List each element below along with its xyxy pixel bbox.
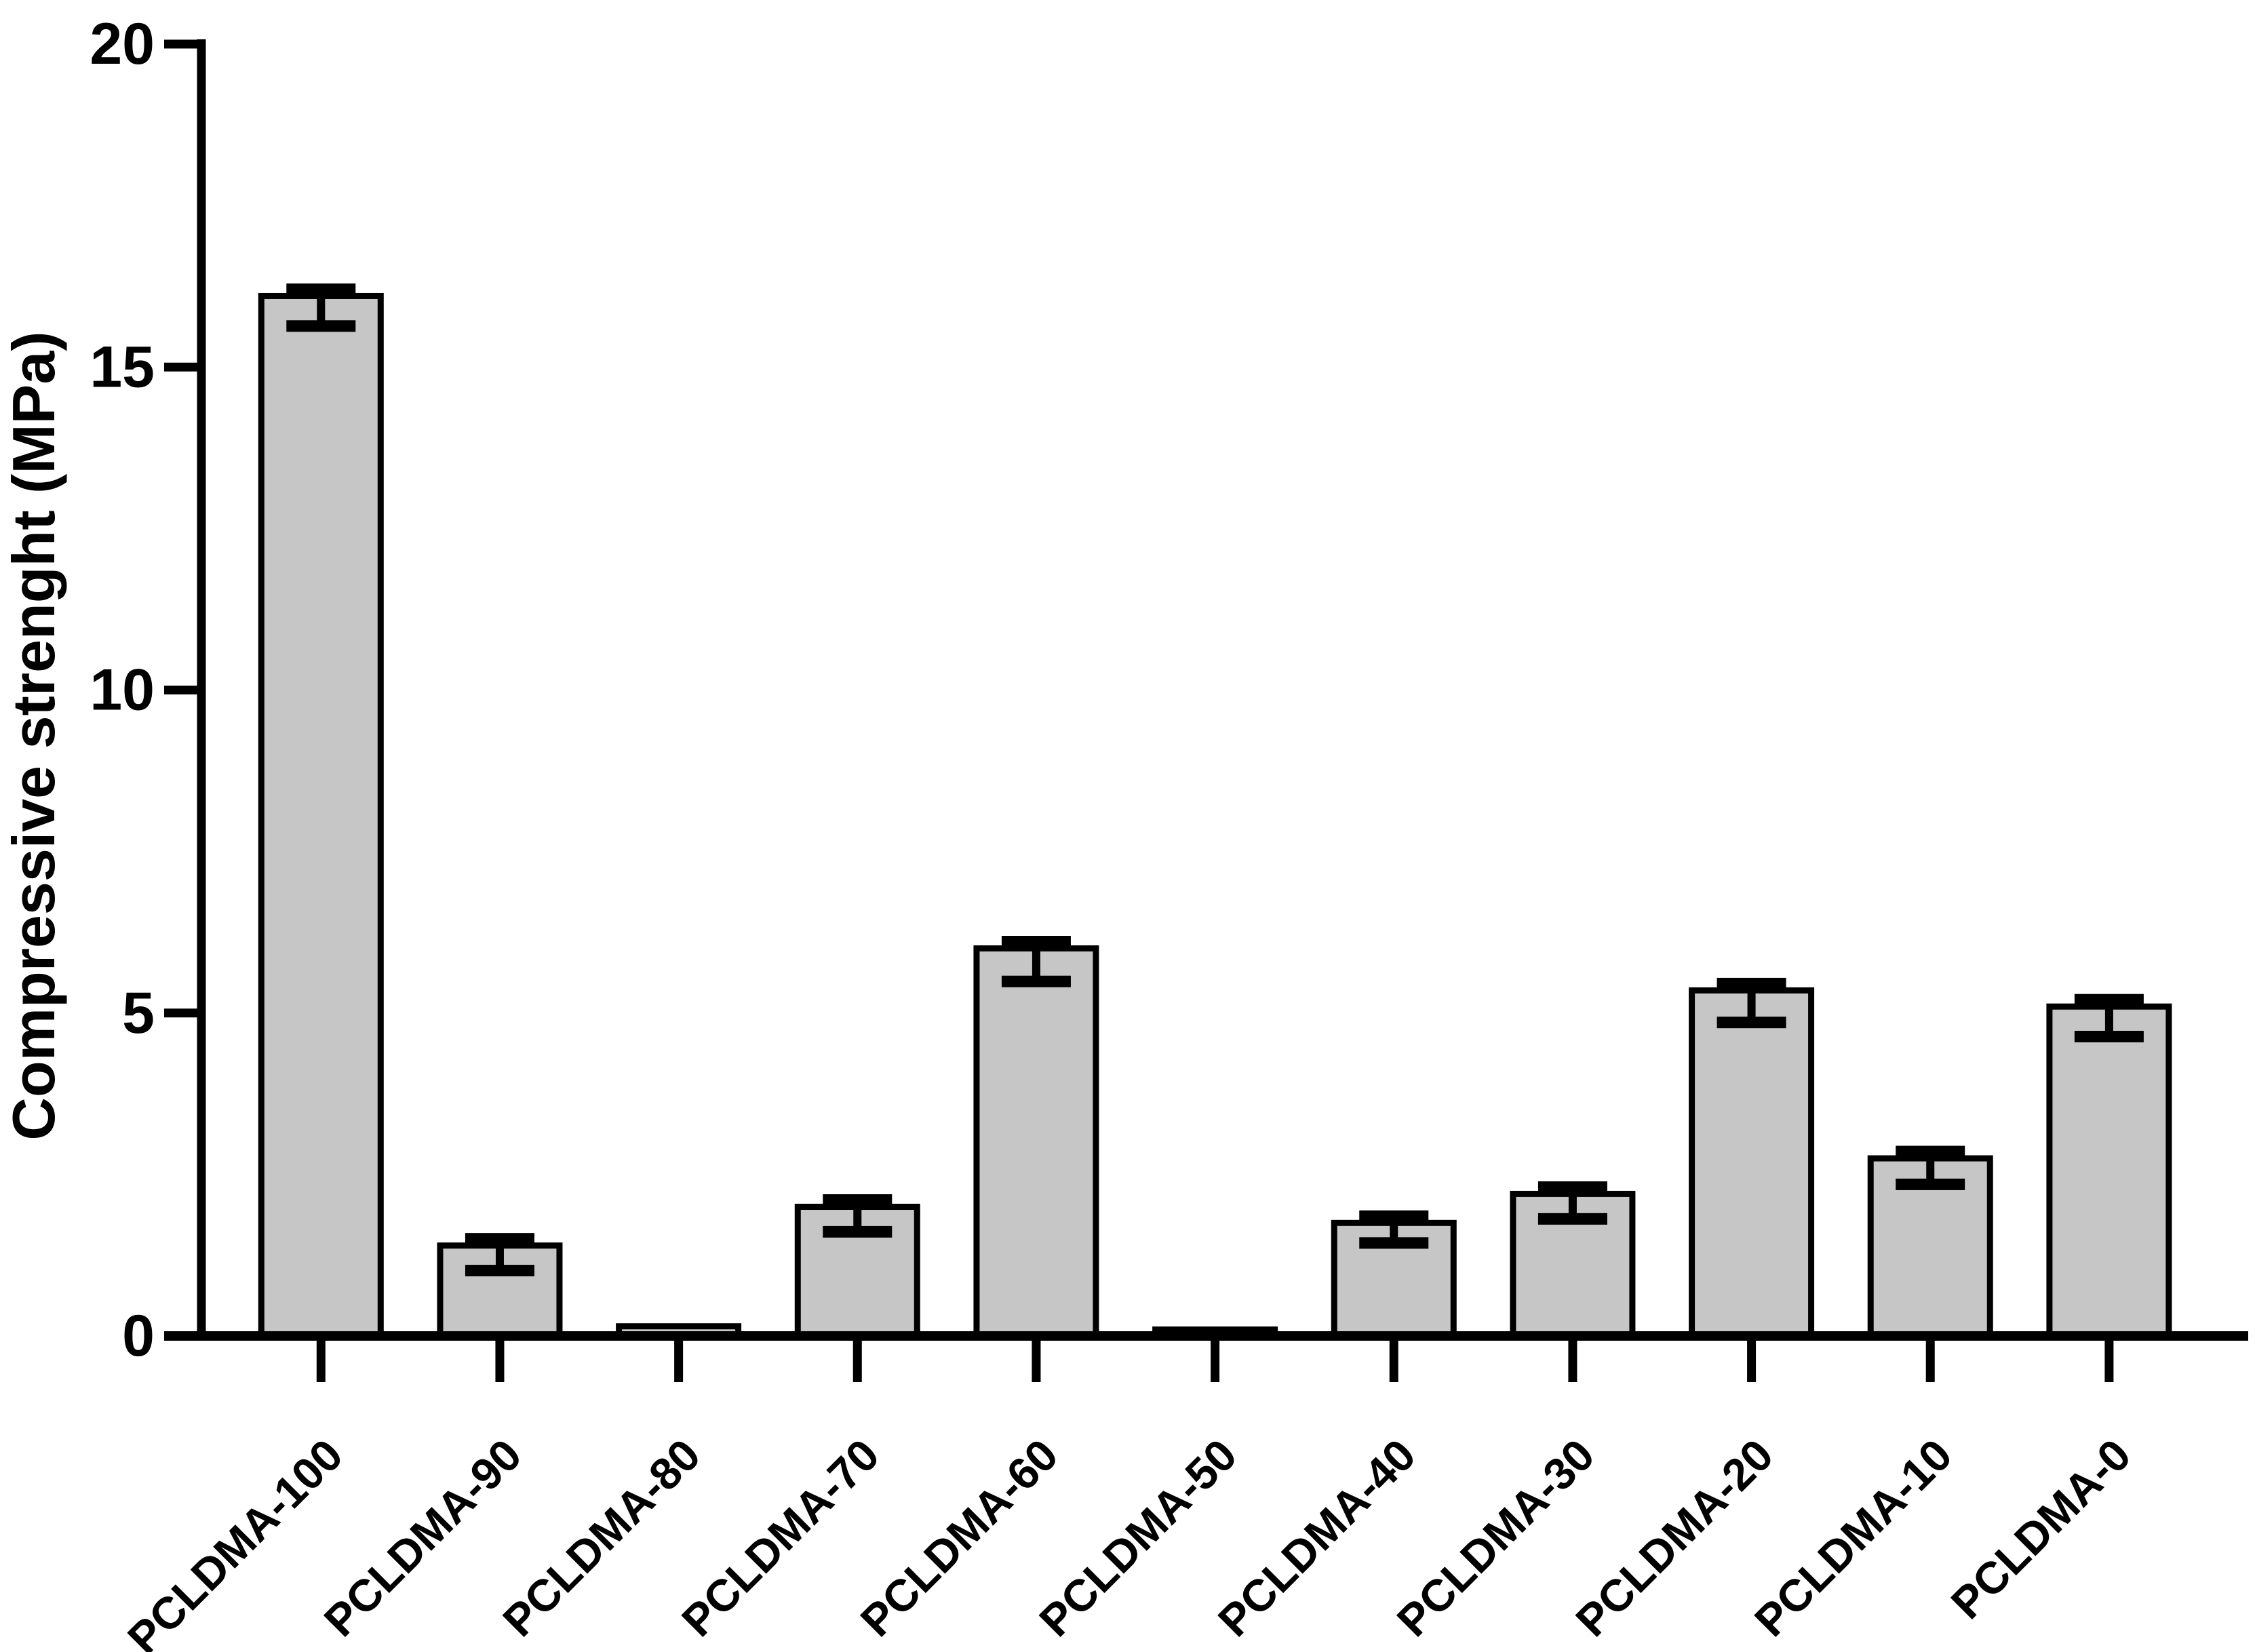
- y-tick-label-20: 20: [90, 12, 155, 77]
- y-tick-0: [164, 1331, 201, 1341]
- error-cap-top-PCLDMA-60: [1001, 936, 1071, 947]
- error-cap-top-PCLDMA-0: [2074, 994, 2144, 1006]
- x-tick-PCLDMA-30: [1568, 1341, 1577, 1382]
- x-tick-PCLDMA-60: [1032, 1341, 1041, 1382]
- error-cap-top-PCLDMA-70: [823, 1194, 893, 1206]
- error-cap-bottom-PCLDMA-60: [1001, 975, 1071, 987]
- error-cap-bottom-PCLDMA-90: [465, 1265, 534, 1277]
- y-tick-label-0: 0: [122, 1303, 155, 1369]
- x-tick-PCLDMA-70: [852, 1341, 862, 1382]
- error-cap-bottom-PCLDMA-40: [1359, 1237, 1429, 1249]
- x-tick-PCLDMA-50: [1211, 1341, 1220, 1382]
- error-cap-bottom-PCLDMA-30: [1537, 1213, 1607, 1225]
- y-tick-label-10: 10: [90, 658, 155, 723]
- x-tick-PCLDMA-0: [2104, 1341, 2114, 1382]
- y-tick-15: [164, 362, 201, 372]
- x-tick-PCLDMA-80: [674, 1341, 684, 1382]
- x-tick-PCLDMA-90: [495, 1341, 505, 1382]
- bar-PCLDMA-0: [2046, 1003, 2172, 1339]
- error-cap-bottom-PCLDMA-10: [1896, 1178, 1965, 1190]
- y-tick-20: [164, 39, 201, 49]
- x-tick-PCLDMA-100: [316, 1341, 326, 1382]
- x-tick-PCLDMA-20: [1747, 1341, 1757, 1382]
- error-cap-top-PCLDMA-100: [286, 283, 356, 295]
- error-cap-top-PCLDMA-30: [1537, 1181, 1607, 1193]
- error-cap-top-PCLDMA-90: [465, 1233, 534, 1245]
- y-tick-label-5: 5: [122, 981, 155, 1046]
- error-cap-bottom-PCLDMA-100: [286, 320, 356, 332]
- x-tick-PCLDMA-10: [1925, 1341, 1935, 1382]
- bar-PCLDMA-60: [973, 945, 1099, 1339]
- y-axis-title: Compressive strenght (MPa): [0, 331, 67, 1140]
- x-tick-PCLDMA-40: [1389, 1341, 1398, 1382]
- y-tick-label-15: 15: [90, 334, 155, 399]
- error-cap-bottom-PCLDMA-20: [1717, 1017, 1786, 1029]
- bar-PCLDMA-20: [1689, 987, 1815, 1339]
- error-cap-top-PCLDMA-10: [1896, 1145, 1965, 1158]
- error-cap-top-PCLDMA-20: [1717, 977, 1786, 989]
- error-cap-bottom-PCLDMA-0: [2074, 1031, 2144, 1043]
- error-cap-top-PCLDMA-40: [1359, 1210, 1429, 1222]
- y-tick-10: [164, 686, 201, 694]
- x-axis-line: [164, 1331, 2248, 1341]
- y-tick-5: [164, 1008, 201, 1018]
- error-cap-bottom-PCLDMA-70: [823, 1225, 893, 1238]
- bar-PCLDMA-100: [258, 292, 384, 1339]
